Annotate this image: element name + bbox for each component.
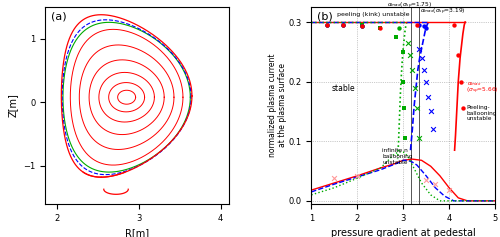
Point [406, 53, 414, 57]
Text: peeling (kink) unstable: peeling (kink) unstable [336, 12, 409, 17]
Point [340, 23, 347, 27]
Point [324, 23, 332, 27]
Point [394, 26, 402, 30]
Point [413, 23, 421, 27]
X-axis label: R[m]: R[m] [125, 228, 149, 237]
Point [400, 136, 408, 140]
Point [415, 136, 423, 140]
Point [415, 47, 423, 51]
Point [445, 188, 453, 192]
Text: $\alpha_{max}$($\sigma_{sp}$=1.75): $\alpha_{max}$($\sigma_{sp}$=1.75) [386, 1, 432, 11]
Point [410, 86, 418, 90]
Point [422, 178, 430, 182]
Point [415, 23, 423, 27]
Point [399, 50, 407, 54]
Point [426, 109, 434, 113]
Text: stable: stable [332, 84, 355, 93]
Text: $\alpha_{max}$: $\alpha_{max}$ [466, 80, 481, 87]
Point [454, 53, 462, 57]
Point [358, 24, 366, 28]
Point [358, 24, 366, 28]
Point [429, 128, 437, 131]
Point [330, 176, 338, 180]
Text: (a): (a) [50, 11, 66, 21]
Text: $\alpha_{max}$($\sigma_{sp}$=3.19): $\alpha_{max}$($\sigma_{sp}$=3.19) [420, 7, 466, 17]
Point [324, 23, 332, 27]
Point [413, 107, 421, 110]
Point [376, 26, 384, 30]
Point [340, 23, 347, 27]
Text: Peeling-
ballooning
unstable: Peeling- ballooning unstable [466, 105, 497, 121]
Point [404, 41, 412, 45]
Point [353, 174, 361, 178]
Point [422, 80, 430, 83]
Point [358, 23, 366, 27]
X-axis label: pressure gradient at pedestal: pressure gradient at pedestal [331, 228, 476, 237]
Point [424, 95, 432, 98]
Point [408, 68, 416, 72]
Point [376, 26, 384, 30]
Text: (b): (b) [317, 11, 332, 21]
Point [459, 107, 467, 110]
Point [340, 23, 347, 27]
Point [456, 80, 464, 83]
Point [422, 26, 430, 30]
Point [358, 24, 366, 28]
Point [450, 23, 458, 27]
Point [432, 182, 440, 186]
Point [400, 107, 408, 110]
Y-axis label: Z[m]: Z[m] [8, 94, 18, 117]
Point [418, 56, 426, 60]
Text: ($\sigma_{sp}$=5.66): ($\sigma_{sp}$=5.66) [466, 86, 498, 96]
Point [392, 35, 400, 39]
Text: infinite n
ballooning
unstable: infinite n ballooning unstable [382, 148, 413, 165]
Point [420, 24, 428, 28]
Point [420, 68, 428, 72]
Point [324, 23, 332, 27]
Point [399, 80, 407, 83]
Y-axis label: normalized plasma current
at the plasma surface: normalized plasma current at the plasma … [268, 54, 287, 157]
